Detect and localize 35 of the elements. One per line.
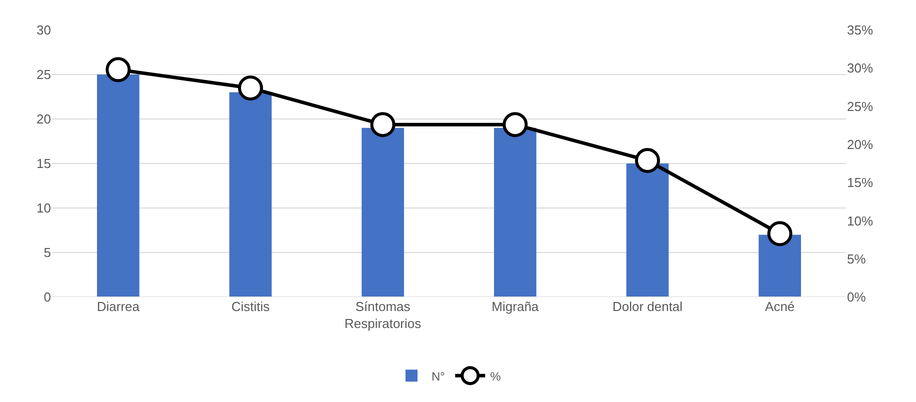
bar <box>494 128 536 297</box>
y2-tick-label: 35% <box>847 22 874 38</box>
point <box>370 112 396 138</box>
x-tick-label: Migraña <box>492 299 540 314</box>
y2-tick-label: 15% <box>847 175 874 190</box>
y2-tick-label: 10% <box>847 213 874 228</box>
x-tick-label: Acné <box>765 299 795 314</box>
y-tick-label: 0 <box>44 290 51 305</box>
bar <box>626 164 669 297</box>
point <box>767 221 792 246</box>
y-tick-label: 15 <box>36 156 51 172</box>
y2-tick-label: 20% <box>847 136 874 152</box>
legend-label: N° <box>432 369 446 384</box>
y-tick-label: 30 <box>36 22 51 38</box>
point <box>502 112 528 138</box>
x-tick-label: Diarrea <box>96 299 140 314</box>
bar <box>362 128 404 297</box>
y-tick-label: 5 <box>44 245 51 260</box>
y2-tick-label: 25% <box>847 98 874 114</box>
point <box>238 75 263 100</box>
legend-label: % <box>490 369 502 384</box>
bar <box>229 92 272 297</box>
point <box>635 148 660 173</box>
x-tick-label: Síntomas Respiratorios <box>344 299 422 331</box>
point <box>106 57 131 82</box>
x-tick-label: Dolor dental <box>612 299 683 314</box>
x-tick-label: Cistitis <box>231 299 270 314</box>
bar <box>758 234 802 297</box>
y-tick-label: 10 <box>36 200 51 216</box>
bar <box>96 74 140 297</box>
y-tick-label: 20 <box>36 112 51 127</box>
y2-tick-label: 0% <box>847 290 866 305</box>
y-tick-label: 25 <box>36 67 51 82</box>
y2-tick-label: 30% <box>847 60 874 76</box>
y2-tick-label: 5% <box>847 251 866 266</box>
